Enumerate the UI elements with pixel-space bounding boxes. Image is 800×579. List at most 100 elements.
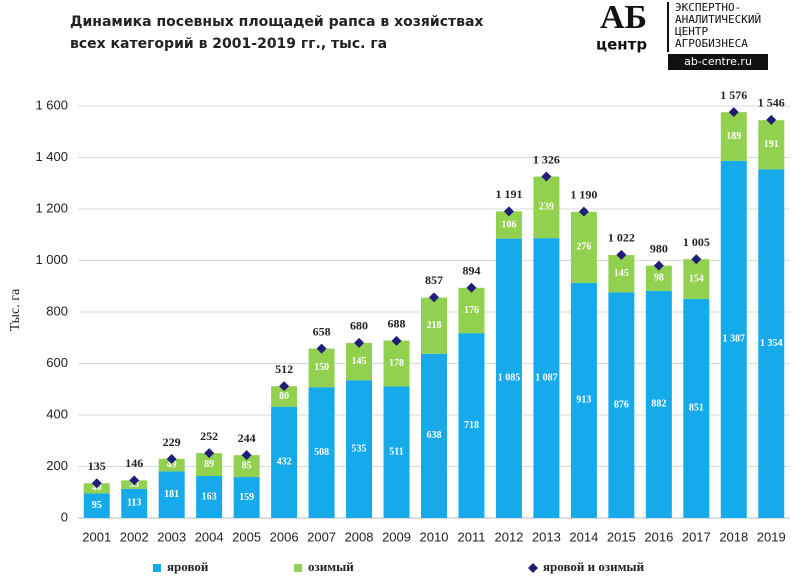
x-tick-label: 2004	[195, 529, 224, 544]
total-marker	[728, 107, 739, 118]
value-label: 159	[239, 492, 254, 503]
value-label: 95	[92, 500, 102, 511]
total-marker	[691, 254, 702, 265]
bar-segment	[720, 160, 747, 518]
bar-segment	[570, 211, 597, 283]
x-tick-label: 2001	[82, 529, 111, 544]
x-tick-label: 2012	[494, 529, 523, 544]
chart-title: всех категорий в 2001-2019 гг., тыс. га	[70, 36, 387, 52]
legend-swatch	[153, 564, 161, 572]
x-tick-label: 2016	[644, 529, 673, 544]
total-label: 1 191	[495, 187, 522, 201]
logo-url-bg	[668, 54, 768, 70]
total-marker	[129, 475, 140, 486]
value-label: 876	[614, 400, 629, 411]
x-tick-label: 2013	[532, 529, 561, 544]
total-label: 688	[388, 317, 406, 331]
value-label: 913	[576, 395, 591, 406]
total-marker	[578, 206, 589, 217]
bar-segment	[421, 297, 447, 354]
total-label: 658	[313, 324, 331, 338]
bar-segment	[720, 112, 747, 161]
bar-segment	[196, 476, 223, 518]
total-label: 980	[650, 241, 668, 255]
total-label: 252	[200, 429, 218, 443]
logo-text: АГРОБИЗНЕСА	[675, 37, 748, 50]
bar-segment	[758, 169, 785, 518]
value-label: 718	[464, 420, 479, 431]
value-label: 145	[614, 268, 629, 279]
total-label: 894	[462, 264, 480, 278]
value-label: 176	[464, 305, 479, 316]
bar-segment	[533, 238, 560, 518]
x-tick-label: 2014	[569, 529, 598, 544]
logo-mark: АБ	[600, 0, 647, 36]
value-label: 851	[689, 403, 704, 414]
x-tick-label: 2015	[607, 529, 636, 544]
y-tick-label: 800	[46, 303, 68, 318]
chart-title: Динамика посевных площадей рапса в хозяй…	[70, 14, 483, 30]
value-label: 163	[202, 491, 217, 502]
y-tick-label: 200	[46, 458, 68, 473]
value-label: 239	[539, 202, 554, 213]
logo-text: ЦЕНТР	[675, 25, 708, 38]
logo-word: центр	[596, 36, 647, 54]
y-tick-label: 0	[61, 509, 68, 524]
value-label: 154	[689, 273, 704, 284]
bar-segment	[683, 259, 710, 299]
total-label: 244	[238, 431, 256, 445]
bar-segment	[196, 453, 223, 477]
value-label: 150	[314, 362, 329, 373]
value-label: 535	[352, 443, 367, 454]
value-label: 113	[127, 498, 141, 509]
y-tick-label: 1 600	[35, 97, 68, 112]
total-marker	[503, 206, 514, 217]
value-label: 189	[726, 131, 741, 142]
value-label: 882	[651, 399, 666, 410]
x-tick-label: 2019	[757, 529, 786, 544]
bar-segment	[458, 287, 485, 334]
x-tick-label: 2002	[120, 529, 149, 544]
value-label: 1 085	[498, 373, 521, 384]
y-tick-label: 1 200	[35, 200, 68, 215]
total-label: 229	[163, 435, 181, 449]
value-label: 276	[576, 242, 591, 253]
bar-segment	[158, 471, 185, 518]
total-marker	[354, 337, 365, 348]
total-label: 1 546	[758, 96, 785, 110]
total-marker	[241, 450, 252, 461]
value-label: 178	[389, 358, 404, 369]
x-tick-label: 2011	[457, 529, 485, 544]
x-tick-label: 2018	[719, 529, 748, 544]
legend-label: яровой	[167, 559, 209, 574]
legend-marker	[528, 563, 538, 573]
value-label: 89	[204, 459, 214, 470]
total-marker	[91, 478, 102, 489]
value-label: 106	[501, 219, 516, 230]
bar-segment	[346, 380, 373, 518]
logo-url: ab-centre.ru	[684, 55, 752, 68]
x-tick-label: 2006	[270, 529, 299, 544]
value-label: 218	[427, 320, 442, 331]
bar-segment	[608, 255, 635, 293]
value-label: 508	[314, 447, 329, 458]
total-marker	[541, 171, 552, 182]
total-marker	[204, 448, 215, 459]
bar-segment	[233, 455, 260, 478]
value-label: 1 387	[723, 334, 746, 345]
value-label: 49	[167, 459, 177, 470]
bar-segment	[346, 342, 373, 381]
x-tick-label: 2005	[232, 529, 261, 544]
legend-label: яровой и озимый	[543, 559, 645, 574]
value-label: 181	[164, 489, 179, 500]
bar-segment	[458, 333, 485, 518]
total-label: 135	[88, 459, 106, 473]
bar-segment	[533, 176, 560, 239]
value-label: 145	[352, 356, 367, 367]
bar-segment	[758, 120, 785, 170]
total-marker	[166, 454, 177, 465]
value-label: 1 354	[760, 338, 783, 349]
total-label: 1 576	[720, 88, 747, 102]
y-tick-label: 400	[46, 406, 68, 421]
